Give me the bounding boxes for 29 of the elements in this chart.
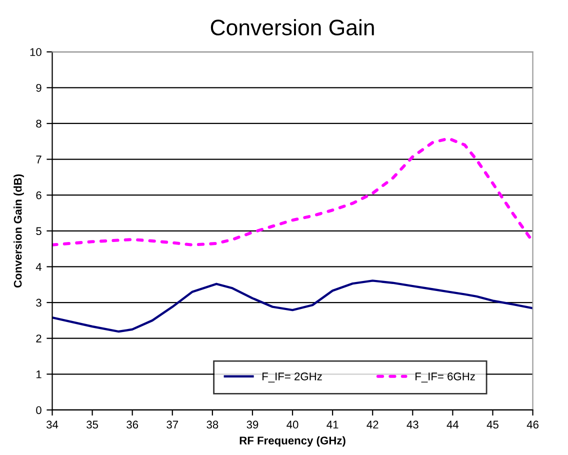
y-tick-label: 10 — [30, 48, 42, 56]
y-tick-label: 1 — [36, 370, 42, 378]
x-tick-label: 35 — [86, 420, 98, 429]
x-tick-label: 36 — [126, 420, 138, 429]
chart-title: Conversion Gain — [210, 19, 374, 36]
x-axis-title: RF Frequency (GHz) — [240, 436, 346, 447]
x-tick-label: 39 — [246, 420, 258, 429]
x-tick-label: 41 — [326, 420, 338, 428]
y-tick-label: 4 — [36, 263, 42, 271]
y-tick-label: 2 — [36, 334, 42, 342]
y-tick-label: 8 — [36, 120, 42, 128]
legend-label: F_IF= 6GHz — [416, 372, 475, 382]
x-tick-label: 42 — [366, 420, 378, 428]
x-tick-label: 34 — [46, 420, 58, 429]
x-tick-label: 45 — [486, 420, 498, 429]
y-tick-label: 7 — [36, 156, 42, 164]
x-tick-label: 44 — [446, 420, 459, 428]
y-tick-label: 5 — [36, 227, 42, 236]
y-tick-label: 0 — [36, 406, 42, 414]
y-tick-label: 6 — [36, 191, 42, 200]
y-axis-title: Conversion Gain (dB) — [14, 174, 24, 288]
legend-label: F_IF= 2GHz — [262, 372, 322, 382]
x-tick-label: 38 — [206, 420, 218, 429]
x-tick-label: 46 — [526, 420, 538, 429]
y-tick-label: 9 — [36, 84, 42, 92]
x-tick-label: 37 — [166, 420, 178, 429]
y-tick-label: 3 — [36, 298, 42, 307]
x-tick-label: 43 — [406, 420, 418, 429]
x-tick-label: 40 — [286, 420, 298, 429]
